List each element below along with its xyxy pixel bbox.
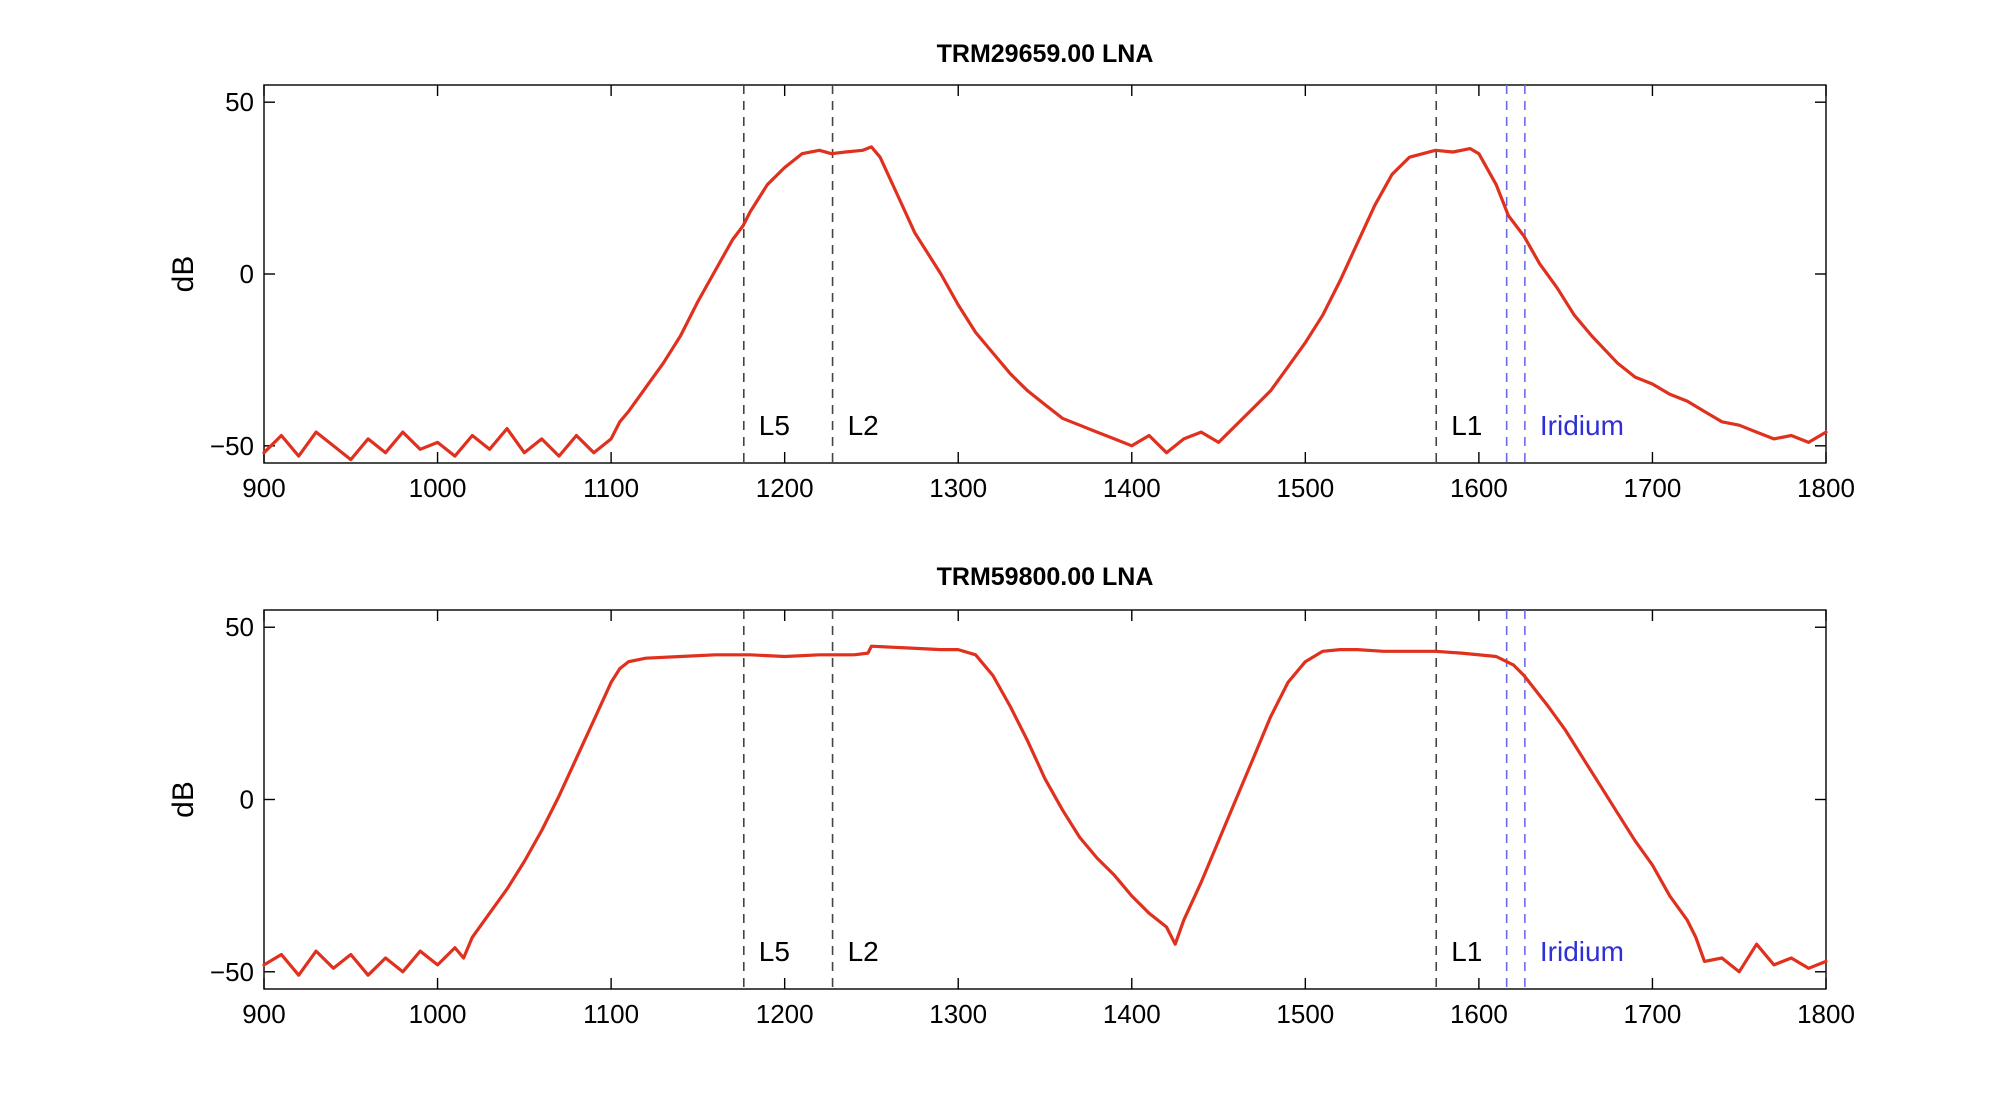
- y-tick-label: 0: [240, 259, 254, 289]
- band-marker-label: L1: [1451, 410, 1482, 441]
- x-tick-label: 1700: [1624, 473, 1682, 503]
- y-tick-label: −50: [210, 431, 254, 461]
- x-tick-label: 1100: [583, 473, 639, 503]
- chart-title: TRM59800.00 LNA: [937, 563, 1154, 591]
- chart-title: TRM29659.00 LNA: [937, 40, 1154, 68]
- plot-frame: [263, 609, 1827, 990]
- y-tick-label: 0: [240, 785, 254, 815]
- chart-panel-1: TRM29659.00 LNA dB 900 1000 1100 1200 1300 1400…: [167, 40, 1855, 503]
- y-axis-label: dB: [167, 781, 200, 818]
- band-marker-label: Iridium: [1540, 410, 1624, 441]
- x-tick-label: 1500: [1276, 999, 1334, 1029]
- x-tick-label: 1100: [583, 999, 639, 1029]
- x-tick-label: 1600: [1450, 473, 1508, 503]
- x-tick-label: 1600: [1450, 999, 1508, 1029]
- series-line-1: [262, 644, 1828, 977]
- x-tick-label: 1000: [409, 999, 467, 1029]
- y-tick-label: −50: [210, 957, 254, 987]
- band-marker-label: L5: [759, 410, 790, 441]
- x-tick-label: 1000: [409, 473, 467, 503]
- band-marker-label: L2: [848, 410, 879, 441]
- y-tick-label: 50: [225, 87, 254, 117]
- x-tick-label: 1800: [1797, 473, 1855, 503]
- band-marker-label: L1: [1451, 936, 1482, 967]
- band-marker-label: L2: [848, 936, 879, 967]
- x-tick-label: 1800: [1797, 999, 1855, 1029]
- x-tick-label: 1200: [756, 473, 814, 503]
- series-line-1: [262, 145, 1828, 462]
- y-tick-label: 50: [225, 612, 254, 642]
- x-tick-label: 1400: [1103, 473, 1161, 503]
- x-tick-label: 1700: [1624, 999, 1682, 1029]
- x-tick-label: 1500: [1276, 473, 1334, 503]
- x-tick-label: 1300: [929, 999, 987, 1029]
- x-tick-label: 1200: [756, 999, 814, 1029]
- x-tick-label: 900: [242, 999, 285, 1029]
- y-axis-label: dB: [167, 256, 200, 293]
- x-tick-label: 1400: [1103, 999, 1161, 1029]
- x-tick-label: 900: [242, 473, 285, 503]
- chart-panel-2: TRM59800.00 LNA dB 900 1000 1100 1200 1300 1400…: [167, 563, 1855, 1029]
- x-tick-label: 1300: [929, 473, 987, 503]
- band-marker-label: L5: [759, 936, 790, 967]
- band-marker-label: Iridium: [1540, 936, 1624, 967]
